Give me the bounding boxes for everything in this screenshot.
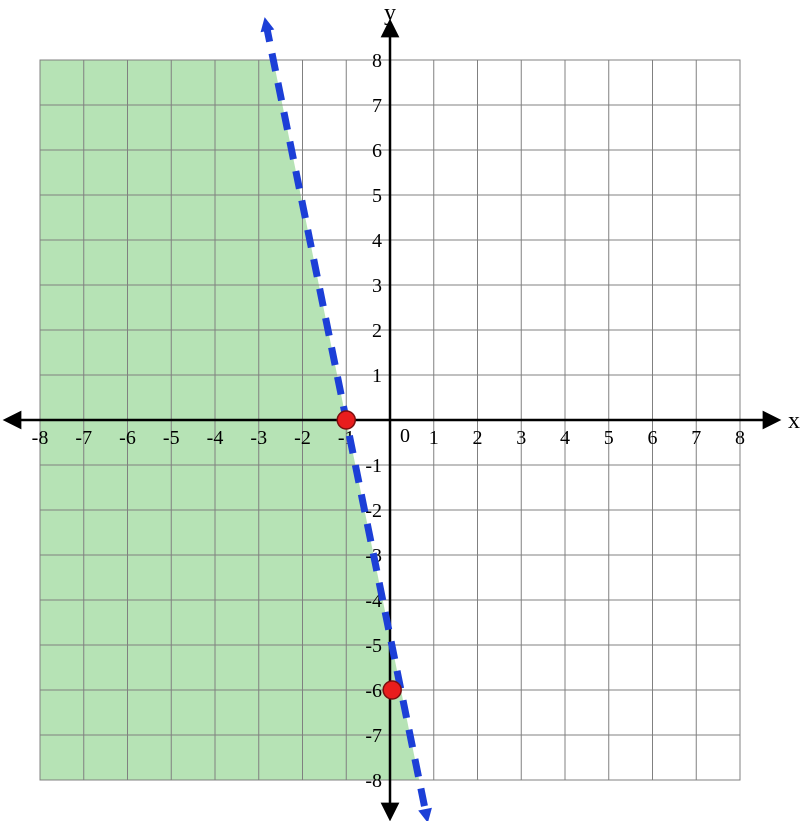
x-tick-label: 6 <box>648 427 658 449</box>
x-tick-label: -3 <box>250 427 267 449</box>
y-tick-label: 5 <box>372 185 382 207</box>
y-tick-label: -7 <box>365 725 382 747</box>
x-tick-label: 7 <box>691 427 701 449</box>
x-tick-label: 8 <box>735 427 745 449</box>
y-axis-label: y <box>384 0 396 26</box>
y-tick-label: 1 <box>372 365 382 387</box>
x-tick-label: 2 <box>473 427 483 449</box>
plotted-point <box>383 681 401 699</box>
y-tick-label: 7 <box>372 95 382 117</box>
y-tick-label: -5 <box>365 635 382 657</box>
x-tick-label: -5 <box>163 427 180 449</box>
x-tick-label: -7 <box>75 427 92 449</box>
x-tick-label: -6 <box>119 427 136 449</box>
y-tick-label: 2 <box>372 320 382 342</box>
y-tick-label: 3 <box>372 275 382 297</box>
x-axis-label: x <box>788 408 800 434</box>
x-tick-label: 1 <box>429 427 439 449</box>
x-tick-label: -8 <box>32 427 49 449</box>
x-tick-label: 3 <box>516 427 526 449</box>
x-tick-label: 0 <box>400 425 410 447</box>
y-tick-label: 8 <box>372 50 382 72</box>
x-tick-label: 5 <box>604 427 614 449</box>
y-tick-label: 4 <box>372 230 382 252</box>
y-tick-label: 6 <box>372 140 382 162</box>
y-tick-label: -1 <box>365 455 382 477</box>
x-tick-label: -2 <box>294 427 311 449</box>
y-tick-label: -6 <box>365 680 382 702</box>
y-tick-label: -8 <box>365 770 382 792</box>
plotted-point <box>337 411 355 429</box>
x-tick-label: 4 <box>560 427 570 449</box>
inequality-graph: -8-7-6-5-4-3-2-1012345678 -8-7-6-5-4-3-2… <box>0 0 800 821</box>
x-tick-label: -4 <box>207 427 224 449</box>
